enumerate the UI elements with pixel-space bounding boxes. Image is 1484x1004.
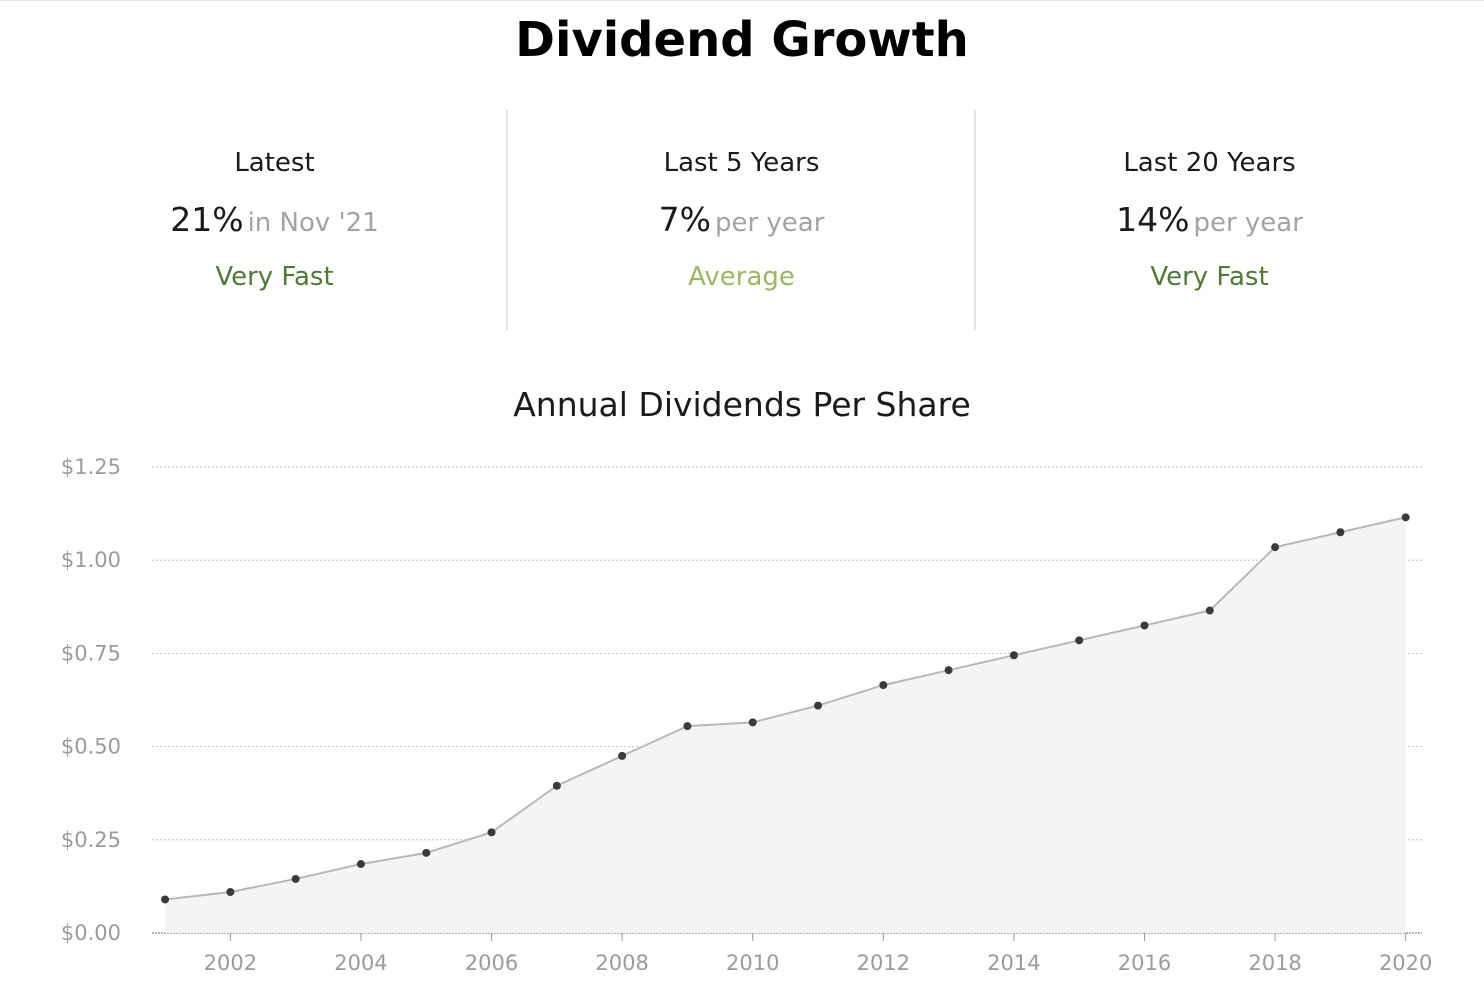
data-point[interactable] [422, 848, 431, 857]
x-tick-label: 2002 [204, 951, 257, 975]
stat-last-20-years: Last 20 Years 14% per year Very Fast [976, 108, 1443, 330]
x-axis-ticks: 2002 2004 2006 2008 2010 2012 2014 2016 2018 2020 [204, 933, 1432, 975]
stat-value: 14% [1116, 200, 1190, 239]
data-point[interactable] [1336, 528, 1345, 537]
x-tick-label: 2020 [1379, 951, 1432, 975]
data-point[interactable] [1009, 651, 1018, 660]
data-point[interactable] [1140, 621, 1149, 630]
stat-value-line: 7% per year [508, 200, 975, 246]
series-line [164, 516, 1406, 901]
data-point[interactable] [226, 887, 235, 896]
stat-divider [506, 110, 508, 330]
data-point[interactable] [356, 860, 365, 869]
data-point[interactable] [1271, 543, 1280, 552]
page-title: Dividend Growth [515, 12, 969, 68]
x-tick-label: 2004 [334, 951, 387, 975]
stat-label: Last 5 Years [663, 148, 820, 178]
x-tick-label: 2010 [726, 951, 779, 975]
y-tick-label: $0.25 [61, 828, 121, 852]
data-point[interactable] [748, 718, 757, 727]
top-rule [0, 0, 1484, 1]
data-point[interactable] [552, 781, 561, 790]
stat-suffix: in Nov '21 [247, 208, 379, 238]
stat-label: Last 20 Years [1123, 148, 1296, 178]
stat-value: 7% [658, 200, 711, 239]
y-tick-label: $0.00 [61, 921, 121, 945]
y-tick-label: $0.75 [61, 641, 121, 665]
stat-latest: Latest 21% in Nov '21 Very Fast [41, 108, 508, 330]
y-axis-ticks: $0.00 $0.25 $0.50 $0.75 $1.00 $1.25 [61, 455, 121, 945]
stat-value: 21% [170, 200, 244, 239]
stat-value-line: 21% in Nov '21 [41, 200, 508, 246]
x-tick-label: 2014 [987, 951, 1040, 975]
y-tick-label: $1.00 [61, 548, 121, 572]
series-line-layer [164, 516, 1406, 901]
data-point[interactable] [1205, 606, 1214, 615]
stat-rating: Very Fast [1150, 262, 1269, 292]
data-point[interactable] [683, 722, 692, 731]
y-tick-label: $1.25 [61, 455, 121, 479]
data-point[interactable] [944, 666, 953, 675]
stat-value-line: 14% per year [976, 200, 1443, 246]
stat-suffix: per year [1193, 208, 1303, 238]
stat-divider [974, 110, 976, 330]
data-point[interactable] [487, 828, 496, 837]
x-tick-label: 2006 [465, 951, 518, 975]
stat-last-5-years: Last 5 Years 7% per year Average [508, 108, 975, 330]
data-point[interactable] [291, 874, 300, 883]
data-point[interactable] [161, 895, 170, 904]
area-fill-layer [165, 517, 1406, 933]
data-point[interactable] [1075, 636, 1084, 645]
stat-rating: Very Fast [215, 262, 334, 292]
data-point[interactable] [1401, 513, 1410, 522]
stat-rating: Average [688, 262, 795, 292]
x-tick-label: 2012 [857, 951, 910, 975]
data-point[interactable] [879, 681, 888, 690]
data-points [161, 513, 1410, 904]
x-tick-label: 2018 [1248, 951, 1301, 975]
data-point[interactable] [618, 751, 627, 760]
x-tick-label: 2008 [595, 951, 648, 975]
growth-stats: Latest 21% in Nov '21 Very Fast Last 5 Ye… [41, 108, 1443, 330]
stat-suffix: per year [714, 208, 825, 238]
area-fill [165, 517, 1406, 933]
chart-title: Annual Dividends Per Share [513, 385, 971, 424]
stat-label: Latest [234, 148, 315, 178]
y-tick-label: $0.50 [61, 735, 121, 759]
x-tick-label: 2016 [1118, 951, 1171, 975]
data-point[interactable] [814, 701, 823, 710]
dividends-area-chart: $0.00$0.25$0.50$0.75$1.00$1.25 2002 2004 2… [61, 455, 1433, 975]
